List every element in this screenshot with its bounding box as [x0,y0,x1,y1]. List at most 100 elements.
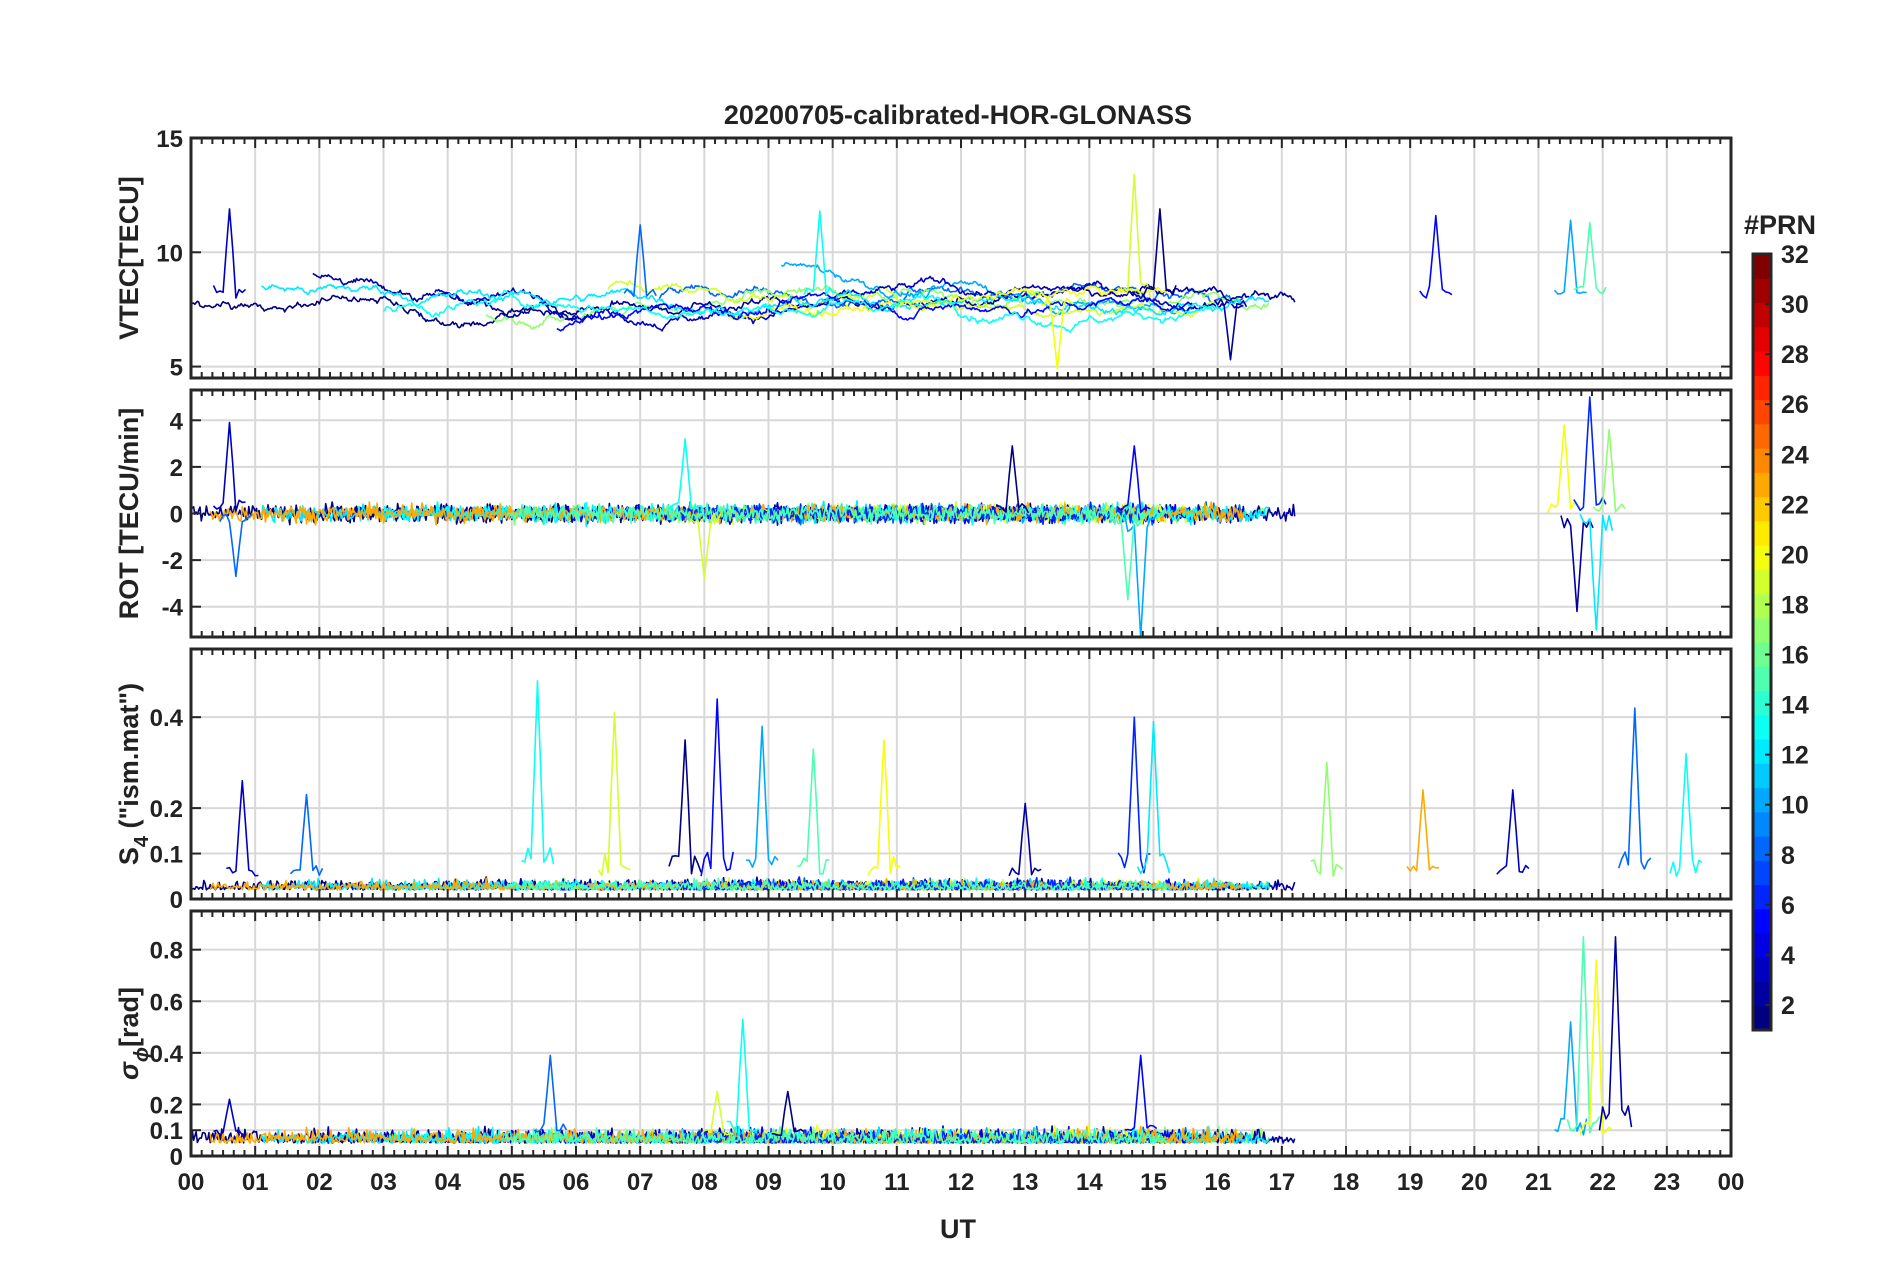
y-tick-label-vtec-0: 5 [170,355,183,382]
trace-vtec-10 [383,289,1219,333]
feature-rot-8 [1547,424,1581,513]
x-tick-label-13: 13 [1012,1169,1039,1196]
feature-vtec-9 [1213,298,1248,361]
colorbar-tick-label-7: 16 [1781,642,1809,670]
feature-s4-11 [1136,720,1171,875]
trace-s4-13 [504,877,1168,891]
feature-sigma-5 [1124,1054,1158,1131]
feature-s4-9 [1008,802,1042,877]
feature-s4-8 [867,739,901,876]
y-tick-label-s4-0: 0 [170,887,183,914]
panel-rot: -4 -2 0 2 4 ROT [TECU/min] [114,388,1733,639]
feature-vtec-7 [1573,221,1607,295]
colorbar-segment-5 [1753,908,1771,934]
trace-vtec-9 [556,291,1193,332]
trace-sigma-13 [504,1126,1167,1144]
x-tick-label-5: 05 [498,1169,525,1196]
colorbar-segment-12 [1753,739,1771,764]
y-tick-label-rot-3: 2 [170,455,183,482]
y-axis-label-sigma: σϕ[rad] [114,987,153,1080]
colorbar-tick-label-8: 18 [1781,591,1809,619]
y-tick-label-s4-2: 0.2 [150,796,183,823]
feature-vtec-8 [1041,297,1074,370]
colorbar-segment-8 [1753,836,1771,861]
traces-sigma [191,935,1633,1144]
x-tick-label-2: 02 [306,1169,333,1196]
feature-vtec-4 [1143,208,1177,296]
x-tick-label-12: 12 [948,1169,975,1196]
colorbar-tick-label-6: 14 [1781,692,1809,720]
x-tick-label-24: 00 [1718,1169,1745,1196]
colorbar-segment-24 [1753,448,1771,473]
y-axis-label-rest-sigma: [rad] [114,987,144,1047]
colorbar-segment-27 [1753,375,1771,401]
x-ticks-sigma [190,911,1732,1156]
y-axis-label-main-s4: S [114,847,144,865]
feature-rot-1 [219,513,253,578]
x-tick-label-0: 00 [178,1169,205,1196]
feature-sigma-7 [1566,935,1601,1134]
trace-vtec-0 [191,294,577,329]
colorbar-tick-label-12: 26 [1781,391,1809,419]
trace-vtec-5 [607,280,1218,319]
colorbar-segment-19 [1753,569,1771,595]
colorbar-frame [1751,252,1773,1032]
y-axis-rot: -4 -2 0 2 4 [162,408,1731,622]
colorbar-tick-label-1: 4 [1781,942,1795,970]
colorbar-segment-6 [1753,884,1771,910]
x-tick-label-20: 20 [1461,1169,1488,1196]
traces-rot [191,396,1626,637]
feature-rot-5 [1117,445,1151,514]
y-tick-label-sigma-0: 0 [170,1144,183,1171]
feature-sigma-4 [771,1090,805,1137]
colorbar-tick-label-11: 24 [1781,441,1809,469]
x-tick-label-14: 14 [1076,1169,1103,1196]
colorbar-tick-label-14: 30 [1781,291,1809,319]
feature-vtec-5 [1419,214,1453,299]
y-tick-label-sigma-1: 0.1 [150,1118,183,1145]
feature-s4-10 [1117,716,1151,874]
grid-vtec [191,137,1731,378]
y-tick-label-rot-0: -4 [162,595,184,622]
feature-s4-12 [1310,761,1344,877]
feature-rot-9 [1560,515,1594,613]
x-tick-label-3: 03 [370,1169,397,1196]
grid-s4 [191,649,1731,900]
colorbar-segment-30 [1753,302,1771,328]
y-tick-label-sigma-4: 0.6 [150,989,183,1016]
y-axis-sigma: 00.10.2 0.4 0.6 0.8 [150,938,1731,1171]
y-axis-vtec: 5 10 15 [156,126,1731,382]
colorbar-label: #PRN [1744,210,1816,240]
colorbar-segment-20 [1753,545,1771,570]
y-tick-label-sigma-5: 0.8 [150,938,183,965]
colorbar-tick-label-0: 2 [1781,992,1795,1020]
colorbar-segment-7 [1753,860,1771,886]
feature-vtec-1 [623,224,657,298]
y-tick-label-s4-1: 0.1 [150,842,183,869]
colorbar-segment-15 [1753,666,1771,692]
feature-rot-11 [1579,513,1614,631]
x-tick-label-17: 17 [1268,1169,1295,1196]
x-tick-label-1: 01 [242,1169,269,1196]
colorbar-segment-21 [1753,520,1771,546]
colorbar-segment-9 [1753,811,1771,837]
x-ticks-rot [190,390,1732,637]
feature-sigma-8 [1579,959,1613,1136]
feature-s4-2 [521,679,555,865]
x-tick-label-21: 21 [1525,1169,1552,1196]
colorbar-segment-14 [1753,690,1771,716]
colorbar-tick-label-10: 22 [1781,491,1809,519]
feature-sigma-6 [1554,1021,1588,1136]
panel-sigma: 00.10.20.40.60.8σϕ[rad]00 01 02 03 04 05 06 07 0… [114,909,1745,1196]
feature-s4-4 [668,739,702,875]
x-tick-label-18: 18 [1333,1169,1360,1196]
colorbar-tick-label-9: 20 [1781,541,1809,569]
trace-rot-13 [504,502,1168,526]
y-axis-label-sub-sigma: ϕ [131,1047,153,1062]
x-tick-label-22: 22 [1589,1169,1616,1196]
colorbar-segment-28 [1753,351,1771,376]
colorbar-segment-25 [1753,423,1771,449]
x-tick-label-11: 11 [884,1169,909,1196]
